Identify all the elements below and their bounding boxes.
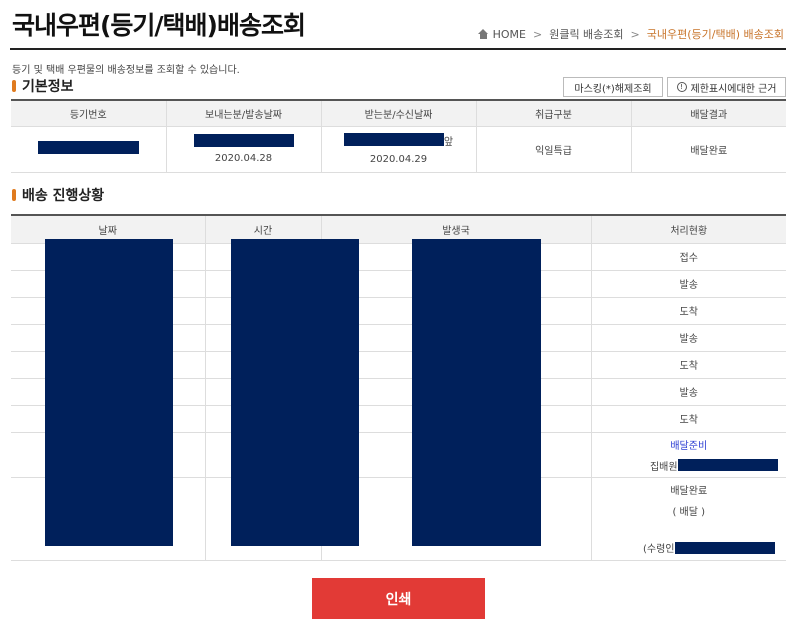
status-cell: 접수 (591, 243, 786, 271)
complete-status: 배달완료 (670, 486, 708, 497)
complete-sub: ( 배달 ) (672, 507, 706, 518)
status-cell: 도착 (591, 297, 786, 325)
col-header: 날짜 (11, 215, 206, 244)
col-header: 등기번호 (11, 100, 167, 127)
redacted-courier (677, 459, 778, 471)
status-cell: 발송 (591, 270, 786, 298)
send-date: 2020.04.28 (214, 153, 273, 164)
status-cell: 도착 (591, 405, 786, 433)
courier-label: 집배원 (649, 461, 678, 473)
limit-basis-button[interactable]: ! 제한표시에대한 근거 (667, 77, 786, 97)
print-button[interactable]: 인쇄 (312, 578, 485, 619)
page-title: 국내우편(등기/택배)배송조회 (12, 11, 306, 40)
page-description: 등기 및 택배 우편물의 배송정보를 조회할 수 있습니다. (12, 65, 240, 76)
status-ready-cell: 배달준비 집배원 (591, 432, 786, 478)
breadcrumb-current[interactable]: 국내우편(등기/택배) 배송조회 (646, 28, 784, 41)
status-cell: 발송 (591, 324, 786, 352)
col-header: 취급구분 (476, 100, 632, 127)
limit-basis-label: 제한표시에대한 근거 (690, 83, 777, 95)
redacted-recipient (674, 541, 775, 554)
sender-cell: 2020.04.28 (166, 126, 322, 173)
col-header: 배달결과 (631, 100, 786, 127)
mask-release-button[interactable]: 마스킹(*)해제조회 (563, 77, 663, 97)
home-icon (477, 29, 489, 39)
section-progress: 배송 진행상황 (12, 185, 104, 205)
col-header: 보내는분/발송날짜 (166, 100, 322, 127)
redacted-tracking-number (37, 141, 139, 154)
chevron-right-icon: > (532, 27, 543, 41)
col-header: 처리현황 (591, 215, 786, 244)
breadcrumb: HOME > 원클릭 배송조회 > 국내우편(등기/택배) 배송조회 (477, 26, 784, 42)
section-basic-info: 기본정보 (12, 76, 74, 96)
breadcrumb-oneclick[interactable]: 원클릭 배송조회 (549, 28, 624, 41)
chevron-right-icon: > (630, 27, 640, 41)
section-bar-icon (12, 189, 16, 201)
receiver-cell: 앞 2020.04.29 (321, 126, 477, 173)
status-cell: 발송 (591, 378, 786, 406)
tracking-number-cell (11, 126, 167, 173)
breadcrumb-home[interactable]: HOME (492, 27, 526, 41)
redacted-receiver (343, 133, 444, 146)
ready-status[interactable]: 배달준비 (670, 440, 708, 452)
title-divider (10, 48, 786, 50)
info-icon: ! (676, 82, 687, 92)
status-complete-cell: 배달완료 ( 배달 ) (수령인 (591, 477, 786, 561)
recv-date: 2020.04.29 (369, 154, 428, 165)
section-title: 배송 진행상황 (22, 188, 105, 204)
table-row: 2020.04.28 앞 2020.04.29 익일특급 배달완료 (11, 126, 786, 173)
handling-cell: 익일특급 (476, 126, 632, 173)
redacted-sender (193, 134, 294, 147)
basic-info-table: 등기번호 보내는분/발송날짜 받는분/수신날짜 취급구분 배달결과 2020.0… (11, 99, 786, 173)
receiver-label: (수령인 (642, 544, 675, 555)
redacted-times (231, 239, 359, 546)
receiver-suffix: 앞 (443, 137, 454, 148)
status-cell: 도착 (591, 351, 786, 379)
redacted-offices (412, 239, 541, 546)
section-title: 기본정보 (22, 79, 74, 95)
section-bar-icon (12, 80, 16, 92)
col-header: 받는분/수신날짜 (321, 100, 477, 127)
redacted-dates (45, 239, 173, 546)
result-cell: 배달완료 (631, 126, 786, 173)
